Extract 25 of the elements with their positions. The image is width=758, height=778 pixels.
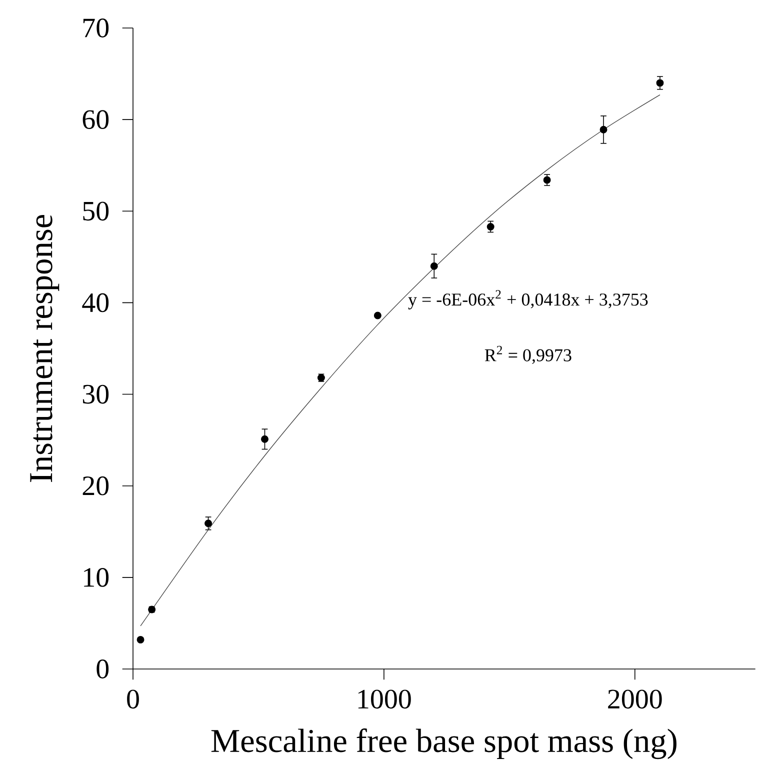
line-series [140,94,660,626]
annotation: R$^{2}$ = 0,9973 [484,346,572,364]
y-tick-label: 50 [83,202,109,221]
point [430,262,438,270]
point [261,435,268,443]
point [204,520,212,528]
x-axis-title: Mescaline free base spot mass (ng) [211,728,676,760]
point [486,222,494,230]
y-tick-label: 40 [82,293,109,312]
y-tick-label: 70 [83,18,109,38]
x-tick-label: 1000 [358,690,411,709]
point [136,636,144,644]
point [543,176,551,184]
annotation: y = -6E-06x$^{2}$ + 0,0418x + 3,3753 [408,290,648,310]
x-tick-label: 0 [127,690,139,709]
point [656,79,664,87]
y-tick-label: 0 [96,660,109,678]
y-tick-label: 20 [82,476,109,496]
y-tick-label: 10 [84,568,109,587]
y-tick-label: 30 [82,384,109,404]
point [374,312,382,320]
y-axis-title: Instrument response [30,214,60,482]
y-tick-label: 60 [82,110,109,130]
x-tick-label: 2000 [608,690,662,709]
point [600,126,608,134]
